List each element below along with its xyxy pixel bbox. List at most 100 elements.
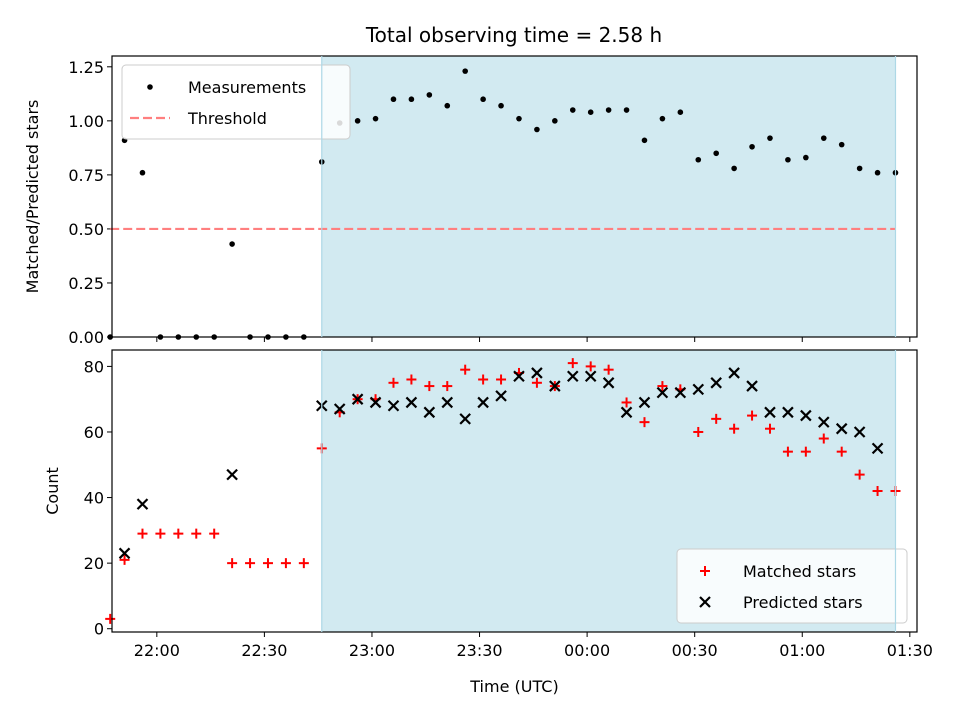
matched-star-point — [639, 417, 650, 428]
legend-marker-matched — [700, 566, 710, 576]
y-tick-label: 80 — [84, 357, 104, 376]
measurement-point — [767, 135, 773, 141]
predicted-star-point — [692, 383, 705, 396]
matched-star-point — [531, 377, 542, 388]
x-tick-label: 22:30 — [241, 641, 287, 660]
measurement-point — [444, 102, 451, 109]
x-stroke — [441, 396, 454, 409]
predicted-star-point — [423, 406, 436, 419]
bottom-y-axis-label: Count — [43, 467, 62, 515]
x-stroke — [405, 396, 418, 409]
y-tick-label: 0.50 — [68, 220, 104, 239]
x-stroke — [495, 390, 507, 402]
measurement-point — [749, 143, 755, 150]
predicted-star-point — [710, 377, 722, 389]
x-stroke — [656, 386, 669, 399]
x-stroke — [746, 380, 758, 392]
predicted-star-point — [333, 403, 346, 415]
x-axis-label: Time (UTC) — [469, 677, 558, 696]
x-stroke — [566, 370, 579, 383]
x-stroke — [602, 377, 615, 389]
predicted-star-point — [226, 468, 238, 481]
matched-star-point — [137, 528, 148, 539]
legend-label: Threshold — [187, 109, 267, 128]
predicted-star-point — [136, 498, 149, 510]
measurement-point — [534, 126, 540, 133]
measurement-point — [623, 107, 630, 113]
matched-star-point — [442, 381, 453, 392]
y-tick-label: 0.00 — [68, 328, 104, 347]
measurement-point — [820, 135, 827, 141]
measurement-point — [785, 156, 791, 163]
matched-star-point — [209, 528, 220, 539]
predicted-star-point — [638, 396, 651, 409]
matched-star-point — [155, 528, 166, 539]
x-tick-label: 00:00 — [564, 641, 610, 660]
predicted-star-point — [602, 377, 615, 389]
x-stroke — [459, 413, 471, 425]
bottom-plot-marks — [105, 358, 901, 624]
bottom-legend: Matched stars Predicted stars — [676, 548, 908, 624]
matched-star-point — [567, 358, 578, 369]
legend-marker-predicted — [699, 596, 711, 608]
matched-star-point — [872, 486, 883, 496]
x-stroke — [871, 442, 884, 455]
y-tick-label: 0.75 — [68, 166, 104, 185]
measurement-point — [605, 107, 612, 113]
x-stroke — [853, 426, 866, 438]
bottom-axes-frame — [111, 349, 918, 633]
x-stroke — [817, 416, 830, 428]
matched-star-point — [227, 558, 238, 569]
predicted-star-point — [817, 416, 830, 428]
x-stroke — [333, 403, 346, 415]
measurement-point — [408, 96, 415, 103]
matched-star-point — [298, 558, 309, 569]
measurement-point — [677, 109, 684, 115]
y-tick-label: 0.25 — [68, 274, 104, 293]
legend-marker-measurements — [147, 84, 153, 90]
measurement-point — [659, 115, 666, 122]
predicted-star-point — [782, 406, 794, 419]
measurement-point — [426, 92, 433, 98]
predicted-star-point — [531, 367, 543, 379]
x-stroke — [782, 406, 794, 419]
measurement-point — [372, 115, 379, 122]
predicted-star-point — [746, 380, 758, 392]
predicted-star-point — [118, 547, 131, 560]
matched-star-point — [460, 364, 471, 375]
measurement-point — [462, 68, 468, 74]
y-tick-label: 1.25 — [68, 58, 104, 77]
legend-box — [676, 548, 908, 624]
matched-star-point — [729, 423, 740, 434]
predicted-star-point — [764, 406, 776, 419]
bottom-axis-ticks: 0 20 40 60 80 22:00 22:30 23:00 23:30 00:00 00:30 0… — [84, 357, 933, 660]
measurement-point — [569, 107, 576, 113]
matched-star-point — [105, 613, 116, 624]
x-stroke — [531, 367, 543, 379]
matched-star-point — [280, 558, 291, 569]
predicted-star-point — [584, 370, 597, 383]
matched-star-point — [191, 528, 202, 539]
matched-star-point — [585, 361, 596, 372]
top-axes-frame — [111, 55, 918, 338]
x-stroke — [477, 396, 489, 409]
top-axis-ticks: 0.00 0.25 0.50 0.75 1.00 1.25 — [68, 58, 911, 347]
x-stroke — [549, 380, 561, 392]
predicted-star-point — [495, 390, 507, 402]
measurement-point — [354, 118, 361, 124]
measurement-point — [641, 137, 648, 144]
top-legend: Measurements Threshold — [121, 64, 351, 140]
measurement-point — [731, 165, 737, 172]
predicted-star-point — [459, 413, 471, 425]
predicted-star-point — [656, 386, 669, 399]
top-y-axis-label: Matched/Predicted stars — [23, 100, 42, 294]
predicted-star-point — [369, 396, 382, 409]
y-tick-label: 1.00 — [68, 112, 104, 131]
legend-label: Measurements — [188, 78, 306, 97]
predicted-star-point — [871, 442, 884, 455]
predicted-star-point — [728, 367, 740, 379]
predicted-star-point — [800, 409, 812, 422]
x-stroke — [351, 393, 364, 405]
matched-star-point — [603, 364, 614, 375]
